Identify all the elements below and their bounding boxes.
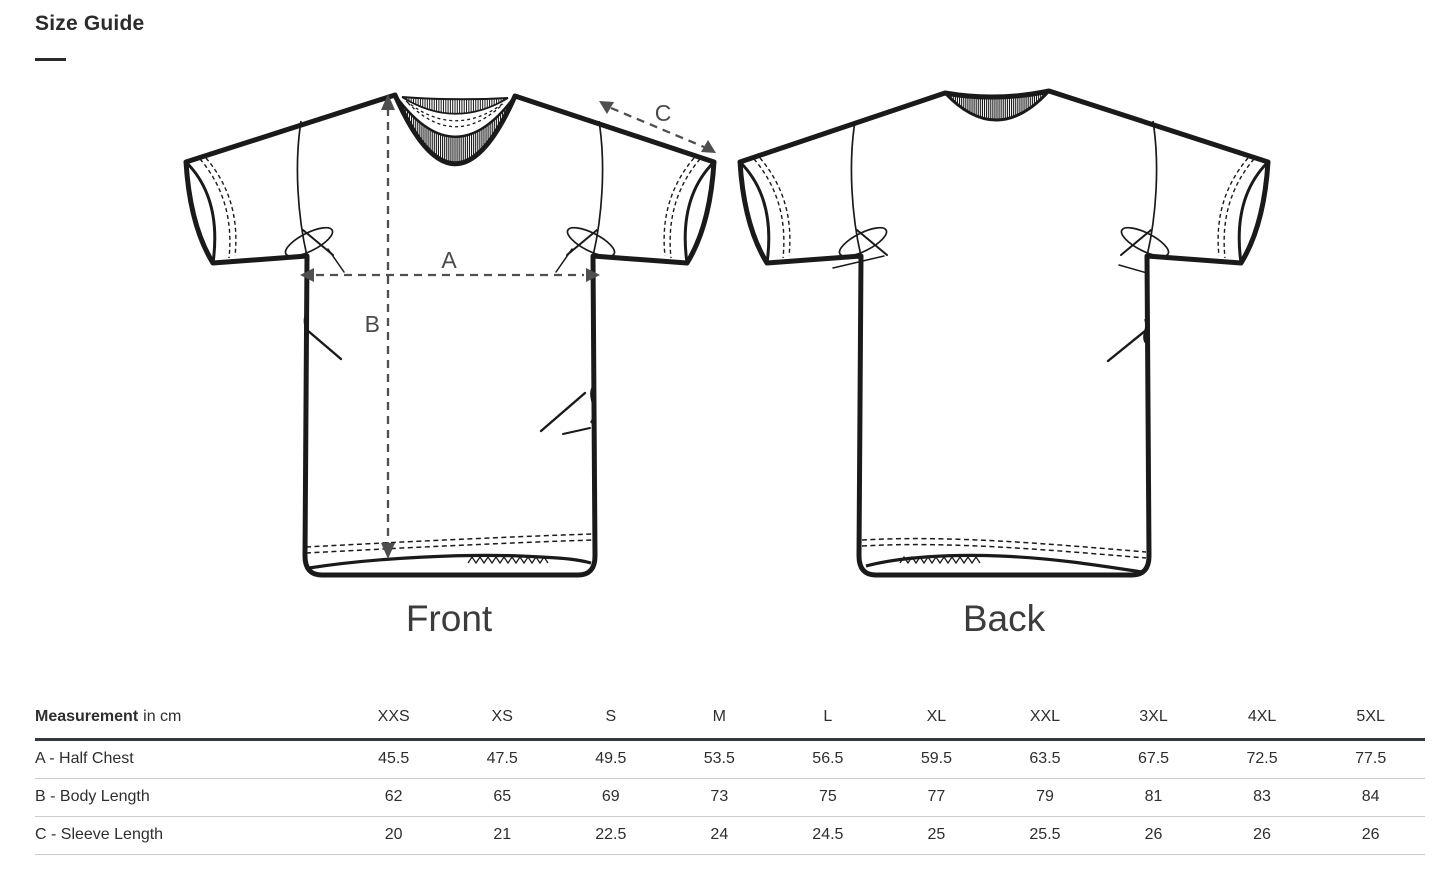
cell-value: 73 <box>665 778 774 817</box>
size-table-section: Measurement in cm XXS XS S M L XL XXL 3XL… <box>35 698 1425 855</box>
size-col-xl: XL <box>882 698 991 741</box>
dimension-label-c: C <box>655 100 672 126</box>
back-hem <box>861 537 1147 574</box>
size-col-3xl: 3XL <box>1099 698 1208 741</box>
back-shirt: Back <box>737 88 1271 639</box>
back-collar <box>943 89 1051 122</box>
cell-value: 25.5 <box>990 816 1100 855</box>
cell-value: 59.5 <box>882 739 991 779</box>
size-col-5xl: 5XL <box>1316 698 1425 741</box>
cell-value: 63.5 <box>990 739 1100 779</box>
cell-value: 22.5 <box>556 816 666 855</box>
size-table: Measurement in cm XXS XS S M L XL XXL 3XL… <box>35 698 1425 855</box>
size-col-xs: XS <box>447 698 557 741</box>
front-shirt-outline <box>183 92 717 578</box>
cell-value: 45.5 <box>339 739 448 779</box>
front-shirt: A B C Front <box>183 92 717 639</box>
row-label: C - Sleeve Length <box>35 816 340 855</box>
cell-value: 56.5 <box>773 739 883 779</box>
dimension-arrow-b: B <box>365 94 395 559</box>
front-wrinkles <box>284 226 616 435</box>
front-hem-label-stitch <box>467 555 549 565</box>
back-shirt-outline <box>737 88 1271 578</box>
front-cuffs <box>184 157 716 264</box>
back-caption: Back <box>963 598 1046 639</box>
back-armhole-seam-left <box>850 120 862 257</box>
cell-value: 72.5 <box>1207 739 1317 779</box>
cell-value: 65 <box>447 778 557 817</box>
front-armhole-seam-left <box>296 120 308 257</box>
measurement-header-cell: Measurement in cm <box>35 698 340 741</box>
cell-value: 77 <box>882 778 991 817</box>
table-row-half-chest: A - Half Chest 45.5 47.5 49.5 53.5 56.5 … <box>35 739 1425 779</box>
size-col-m: M <box>665 698 774 741</box>
front-collar <box>393 94 517 164</box>
cell-value: 24 <box>665 816 774 855</box>
size-table-header-row: Measurement in cm XXS XS S M L XL XXL 3XL… <box>35 698 1425 741</box>
back-armhole-seam-right <box>1146 120 1158 257</box>
size-col-4xl: 4XL <box>1207 698 1317 741</box>
back-hem-label-stitch <box>899 555 981 565</box>
front-caption: Front <box>406 598 493 639</box>
cell-value: 26 <box>1316 816 1425 855</box>
dimension-label-a: A <box>441 247 457 273</box>
cell-value: 84 <box>1316 778 1425 817</box>
size-col-l: L <box>773 698 883 741</box>
cell-value: 69 <box>556 778 666 817</box>
back-cuffs <box>738 157 1270 264</box>
cell-value: 21 <box>447 816 557 855</box>
cell-value: 79 <box>990 778 1100 817</box>
dimension-arrow-a: A <box>300 247 600 282</box>
cell-value: 75 <box>773 778 883 817</box>
back-neck-stitching <box>405 100 506 122</box>
table-row-sleeve-length: C - Sleeve Length 20 21 22.5 24 24.5 25 … <box>35 816 1425 855</box>
size-col-xxl: XXL <box>990 698 1100 741</box>
dimension-label-b: B <box>365 311 380 337</box>
size-diagram: A B C Front <box>183 88 1271 639</box>
measurement-unit-label: in cm <box>143 708 182 725</box>
table-row-body-length: B - Body Length 62 65 69 73 75 77 79 81 … <box>35 778 1425 817</box>
row-label: A - Half Chest <box>35 739 340 779</box>
back-wrinkles <box>832 226 1170 363</box>
cell-value: 53.5 <box>665 739 774 779</box>
cell-value: 20 <box>339 816 448 855</box>
page-header: Size Guide <box>35 12 144 61</box>
cell-value: 25 <box>882 816 991 855</box>
back-neck-stitching <box>407 102 504 128</box>
title-underline <box>35 58 66 61</box>
front-hem <box>305 533 594 570</box>
cell-value: 24.5 <box>773 816 883 855</box>
cell-value: 81 <box>1099 778 1208 817</box>
cell-value: 67.5 <box>1099 739 1208 779</box>
front-armhole-seam-right <box>592 120 604 257</box>
row-label: B - Body Length <box>35 778 340 817</box>
cell-value: 77.5 <box>1316 739 1425 779</box>
cell-value: 49.5 <box>556 739 666 779</box>
cell-value: 47.5 <box>447 739 557 779</box>
size-col-xxs: XXS <box>339 698 448 741</box>
cell-value: 26 <box>1207 816 1317 855</box>
cell-value: 26 <box>1099 816 1208 855</box>
measurement-header-label: Measurement <box>35 708 139 725</box>
page-title: Size Guide <box>35 12 145 35</box>
cell-value: 83 <box>1207 778 1317 817</box>
size-col-s: S <box>556 698 666 741</box>
cell-value: 62 <box>339 778 448 817</box>
dimension-arrow-c: C <box>599 100 716 153</box>
